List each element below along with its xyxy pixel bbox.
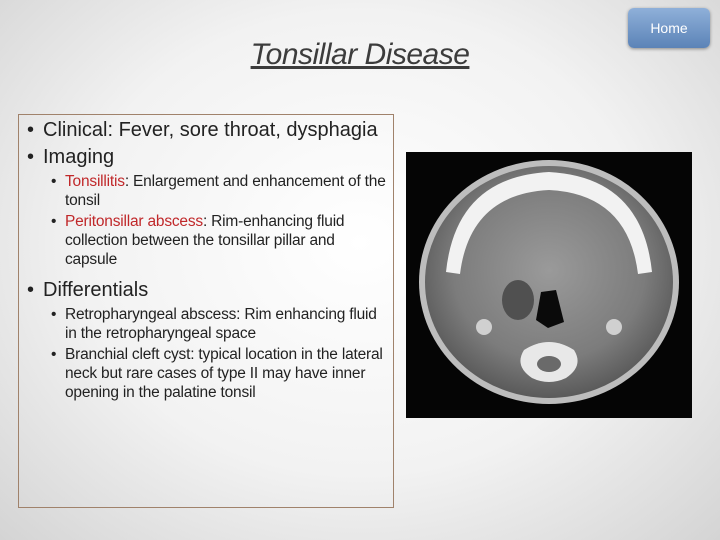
sub-bullet-text: : Rim-enhancing fluid collection between… <box>65 213 345 268</box>
bullet-text: Differentials <box>43 279 149 301</box>
sub-list: Retropharyngeal abscess: Rim enhancing f… <box>51 305 387 402</box>
vessel <box>476 319 492 335</box>
sub-bullet: Retropharyngeal abscess: Rim enhancing f… <box>51 305 387 343</box>
ct-image <box>406 152 692 418</box>
sub-bullet-text: Retropharyngeal abscess: Rim enhancing f… <box>65 306 377 342</box>
abscess <box>502 280 534 320</box>
sub-bullet-text: Branchial cleft cyst: typical location i… <box>65 346 383 401</box>
home-button[interactable]: Home <box>628 8 710 48</box>
sub-bullet: Branchial cleft cyst: typical location i… <box>51 345 387 402</box>
bullet-text: Imaging <box>43 146 115 168</box>
slide-title: Tonsillar Disease <box>250 38 470 71</box>
term: Peritonsillar abscess <box>65 213 203 230</box>
bullet-text: Clinical: Fever, sore throat, dysphagia <box>43 119 378 141</box>
text-box: Clinical: Fever, sore throat, dysphagia … <box>18 114 394 508</box>
vessel <box>606 319 622 335</box>
sub-bullet: Tonsillitis: Enlargement and enhancement… <box>51 172 387 210</box>
bullet: Clinical: Fever, sore throat, dysphagia <box>27 119 387 142</box>
airway <box>536 290 564 328</box>
mandible <box>446 172 652 274</box>
bullet: Differentials Retropharyngeal abscess: R… <box>27 279 387 402</box>
sub-list: Tonsillitis: Enlargement and enhancement… <box>51 172 387 269</box>
sub-bullet-text: : Enlargement and enhancement of the ton… <box>65 173 386 209</box>
bullet: Imaging Tonsillitis: Enlargement and enh… <box>27 146 387 269</box>
spinal-canal <box>537 356 561 372</box>
sub-bullet: Peritonsillar abscess: Rim-enhancing flu… <box>51 212 387 269</box>
term: Tonsillitis <box>65 173 125 190</box>
bullet-list: Clinical: Fever, sore throat, dysphagia … <box>27 119 387 402</box>
soft-tissue <box>425 166 673 398</box>
